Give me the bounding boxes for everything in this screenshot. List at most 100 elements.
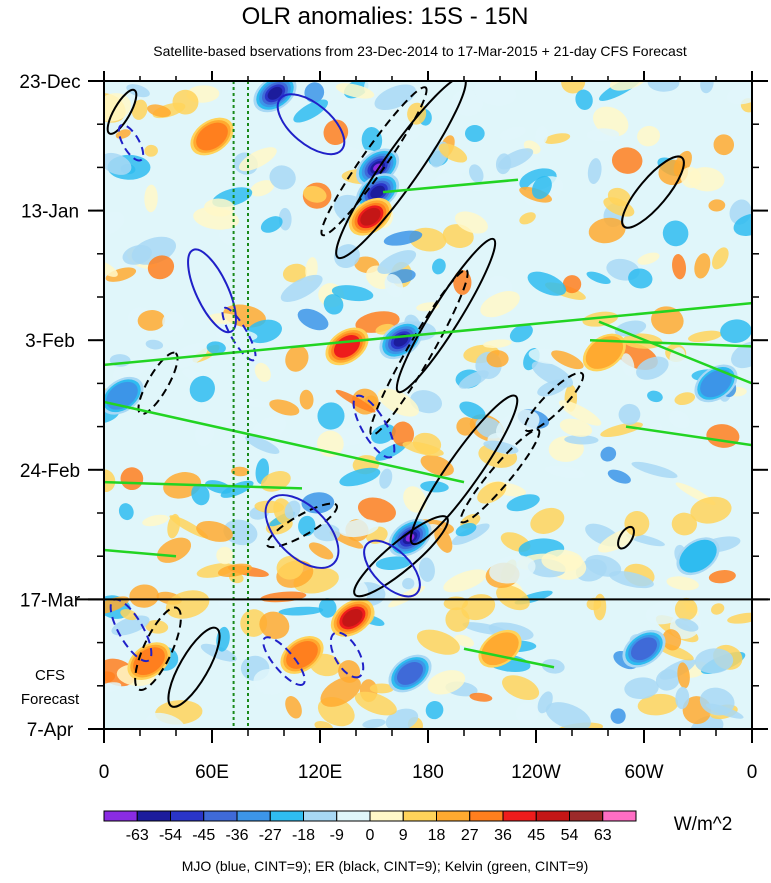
anomaly-blob [662, 629, 682, 651]
x-tick-label: 0 [747, 762, 758, 783]
anomaly-blob [200, 643, 237, 662]
colorbar-tick-label: -63 [126, 827, 149, 844]
er-contour [409, 394, 519, 546]
anomaly-blob [331, 285, 374, 302]
anomaly-blob [375, 556, 412, 570]
anomaly-blob [708, 199, 726, 212]
anomaly-blob [454, 211, 488, 234]
anomaly-blob [671, 512, 698, 536]
anomaly-blob [206, 341, 226, 355]
anomaly-blob [733, 213, 752, 236]
anomaly-blob [726, 81, 752, 105]
anomaly-blob [575, 89, 593, 110]
anomaly-blob [600, 446, 617, 462]
anomaly-blob [418, 557, 435, 582]
anomaly-blob [165, 590, 210, 619]
colorbar-swatch [336, 810, 371, 822]
anomaly-blob [564, 435, 599, 445]
anomaly-blob [122, 245, 152, 265]
anomaly-blob [607, 187, 631, 207]
anomaly-blob [220, 480, 254, 498]
anomaly-blob [104, 469, 116, 493]
anomaly-blob [655, 669, 680, 691]
anomaly-blob [357, 497, 396, 523]
anomaly-blob [259, 611, 290, 640]
anomaly-blob [443, 569, 488, 593]
anomaly-blob [331, 146, 364, 161]
anomaly-blob [379, 468, 393, 489]
anomaly-feature [370, 185, 385, 199]
mjo-contour [117, 123, 145, 162]
anomaly-blob [708, 570, 736, 584]
x-tick-label: 120E [298, 762, 342, 783]
anomaly-blob [662, 220, 689, 247]
anomaly-blob [137, 310, 166, 331]
anomaly-blob [711, 603, 725, 615]
anomaly-blob [144, 184, 158, 213]
kelvin-contour [104, 301, 752, 367]
kelvin-contour [104, 548, 177, 558]
kelvin-contour [104, 400, 465, 484]
anomaly-blob [278, 207, 292, 231]
er-contour [621, 155, 685, 229]
anomaly-blob [527, 271, 567, 296]
anomaly-blob [276, 555, 304, 580]
anomaly-blob [562, 275, 582, 294]
x-tick-label: 60E [195, 762, 229, 783]
anomaly-blob [531, 175, 552, 200]
anomaly-blob [618, 403, 641, 425]
anomaly-blob [118, 503, 134, 521]
anomaly-blob [254, 500, 285, 513]
anomaly-blob [727, 612, 752, 624]
anomaly-feature [196, 122, 228, 151]
anomaly-blob [284, 500, 301, 520]
anomaly-blob [278, 606, 324, 616]
anomaly-blob [600, 422, 643, 438]
anomaly-blob [240, 609, 268, 637]
anomaly-blob [628, 268, 653, 289]
er-contour [137, 351, 179, 416]
anomaly-blob [402, 577, 415, 590]
anomaly-blob [541, 549, 583, 572]
anomaly-blob [637, 125, 661, 147]
anomaly-feature [630, 637, 658, 661]
anomaly-blob [543, 133, 571, 144]
anomaly-blob [519, 212, 536, 225]
anomaly-blob [308, 542, 334, 560]
anomaly-blob [637, 252, 660, 265]
anomaly-blob [120, 609, 138, 621]
anomaly-blob [377, 250, 417, 274]
anomaly-blob [391, 421, 415, 447]
anomaly-blob [480, 291, 520, 318]
anomaly-blob [694, 253, 711, 279]
anomaly-blob [453, 269, 472, 295]
anomaly-blob [666, 576, 699, 591]
anomaly-blob [451, 523, 490, 546]
anomaly-blob [609, 571, 654, 589]
anomaly-blob [509, 324, 533, 343]
anomaly-blob [432, 258, 446, 275]
anomaly-blob [582, 311, 618, 327]
kelvin-contour [625, 425, 752, 447]
anomaly-blob [314, 721, 334, 729]
anomaly-blob [129, 584, 159, 608]
colorbar-swatch [203, 810, 238, 822]
colorbar-swatch [269, 810, 304, 822]
x-tick-label: 0 [99, 762, 110, 783]
anomaly-blob [104, 211, 125, 236]
anomaly-blob [196, 520, 233, 542]
anomaly-blob [700, 81, 714, 94]
anomaly-blob [610, 708, 626, 724]
er-contour [320, 86, 428, 237]
anomaly-blob [674, 392, 696, 406]
anomaly-blob [506, 494, 540, 512]
colorbar-swatch [136, 810, 171, 822]
er-contour [266, 502, 338, 549]
anomaly-blob [254, 362, 271, 382]
anomaly-blob [335, 389, 376, 413]
anomaly-blob [304, 82, 325, 103]
anomaly-blob [285, 345, 309, 372]
anomaly-blob [672, 254, 687, 280]
anomaly-blob [559, 418, 593, 437]
